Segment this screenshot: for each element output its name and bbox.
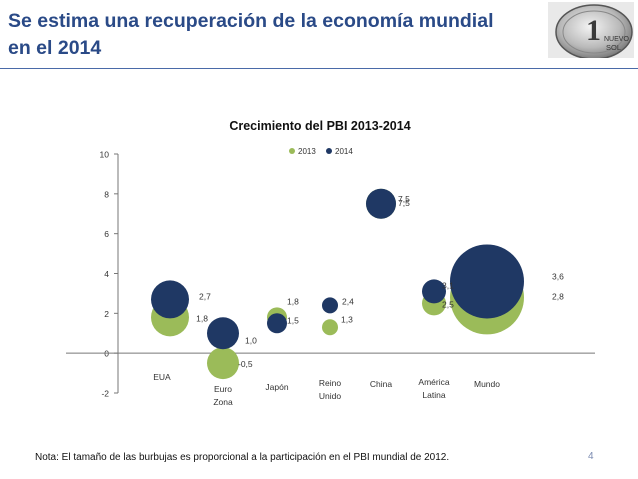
page-number: 4 (588, 451, 594, 462)
bubble-2014 (450, 244, 524, 319)
bubble-2014 (422, 279, 446, 304)
coin-word-sol: SOL (606, 43, 621, 52)
bubble-2014 (151, 280, 189, 319)
chart-title: Crecimiento del PBI 2013-2014 (229, 119, 411, 133)
bubble-2014 (267, 313, 287, 334)
y-tick-label: 4 (104, 269, 109, 279)
y-tick-label: 8 (104, 189, 109, 199)
coin-word-nuevo: NUEVO (604, 36, 629, 43)
data-label-2013: 7,5 (398, 198, 410, 208)
data-label-2013: 1,8 (196, 313, 208, 323)
data-label-2013: 2,8 (552, 291, 564, 301)
bubble-2014 (207, 317, 239, 350)
title-divider (0, 68, 638, 69)
legend-marker-2013 (289, 148, 295, 154)
x-category-label: EUA (153, 372, 171, 382)
legend-label-2014: 2014 (335, 147, 353, 156)
slide-title-line2: en el 2014 (8, 37, 102, 59)
x-category-label: Mundo (474, 379, 500, 389)
legend-marker-2014 (326, 148, 332, 154)
data-label-2013: -0,5 (238, 359, 253, 369)
data-label-2014: 1,0 (245, 335, 257, 345)
data-label-2013: 2,5 (442, 299, 454, 309)
x-category-label: América Latina (418, 377, 449, 400)
data-label-2014: 3,1 (442, 280, 454, 290)
legend-label-2013: 2013 (298, 147, 316, 156)
data-label-2013: 1,3 (341, 314, 353, 324)
slide-title: Se estima una recuperación de la economí… (8, 8, 548, 62)
bubble-2014 (366, 188, 396, 219)
data-label-2013: 1,8 (287, 296, 299, 306)
data-label-2014: 3,6 (552, 271, 564, 281)
y-tick-label: 6 (104, 229, 109, 239)
y-tick-label: -2 (101, 389, 109, 399)
data-label-2014: 2,4 (342, 296, 354, 306)
x-category-label: Euro Zona (213, 384, 233, 407)
coin-digit: 1 (586, 14, 601, 47)
x-category-label: Reino Unido (319, 378, 341, 401)
footnote: Nota: El tamaño de las burbujas es propo… (35, 452, 450, 463)
y-tick-label: 10 (100, 150, 110, 160)
bubble-2014 (322, 297, 338, 314)
data-label-2014: 7,5 (398, 194, 410, 204)
x-category-label: Japón (265, 382, 288, 392)
y-tick-label: 2 (104, 309, 109, 319)
data-label-2014: 2,7 (199, 291, 211, 301)
data-label-2014: 1,5 (287, 315, 299, 325)
slide-title-line1: Se estima una recuperación de la economí… (8, 10, 494, 32)
x-category-label: China (370, 379, 392, 389)
bubble-2013 (207, 347, 239, 380)
nuevo-sol-coin-icon: 1 NUEVO SOL (548, 2, 634, 58)
bubble-2013 (322, 319, 338, 336)
